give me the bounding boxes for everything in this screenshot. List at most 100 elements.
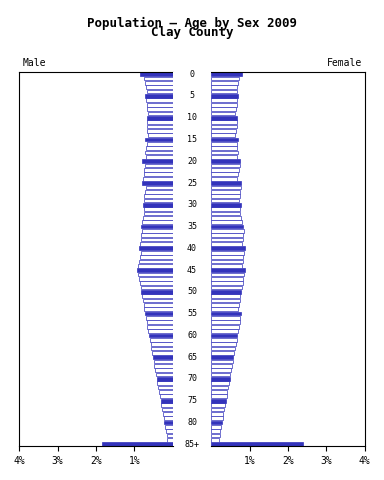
Text: 30: 30 (187, 200, 197, 209)
Bar (154, 360, 173, 363)
Text: Clay County: Clay County (151, 26, 233, 39)
Text: 45: 45 (187, 265, 197, 275)
Bar (141, 238, 173, 241)
Bar (211, 395, 227, 398)
Bar (145, 138, 173, 141)
Bar (145, 190, 173, 193)
Bar (211, 377, 230, 381)
Bar (157, 377, 173, 381)
Bar (143, 203, 173, 206)
Text: 70: 70 (187, 374, 197, 384)
Bar (144, 303, 173, 307)
Bar (140, 281, 173, 285)
Bar (144, 77, 173, 80)
Bar (211, 277, 243, 281)
Bar (146, 316, 173, 320)
Bar (141, 286, 173, 289)
Bar (146, 98, 173, 102)
Bar (151, 342, 173, 346)
Bar (211, 203, 241, 206)
Text: Female: Female (326, 58, 362, 68)
Bar (163, 412, 173, 416)
Bar (211, 438, 219, 442)
Bar (211, 194, 240, 198)
Bar (211, 164, 240, 168)
Bar (149, 334, 173, 337)
Bar (211, 425, 221, 429)
Bar (211, 364, 232, 368)
Bar (211, 246, 245, 250)
Bar (145, 164, 173, 168)
Bar (143, 216, 173, 220)
Bar (211, 412, 223, 416)
Text: 55: 55 (187, 309, 197, 318)
Text: 80: 80 (187, 418, 197, 427)
Bar (211, 85, 237, 89)
Bar (148, 133, 173, 137)
Bar (158, 386, 173, 389)
Bar (211, 264, 242, 267)
Bar (140, 242, 173, 246)
Bar (148, 329, 173, 333)
Bar (211, 251, 244, 254)
Bar (211, 90, 237, 94)
Bar (211, 420, 222, 424)
Bar (167, 438, 173, 442)
Bar (150, 338, 173, 342)
Bar (140, 255, 173, 259)
Bar (140, 72, 173, 76)
Bar (147, 325, 173, 328)
Bar (211, 433, 220, 437)
Bar (146, 155, 173, 159)
Bar (162, 408, 173, 411)
Bar (141, 290, 173, 294)
Bar (211, 334, 237, 337)
Text: 10: 10 (187, 113, 197, 122)
Bar (211, 199, 239, 202)
Bar (211, 181, 241, 185)
Bar (157, 382, 173, 385)
Bar (211, 72, 242, 76)
Bar (211, 290, 241, 294)
Bar (211, 103, 237, 107)
Bar (211, 416, 223, 420)
Text: 0: 0 (189, 70, 195, 79)
Text: 5: 5 (189, 92, 195, 100)
Bar (139, 246, 173, 250)
Bar (147, 107, 173, 111)
Bar (211, 399, 226, 403)
Bar (211, 321, 240, 324)
Bar (147, 129, 173, 132)
Bar (142, 159, 173, 163)
Bar (211, 129, 236, 132)
Bar (138, 273, 173, 276)
Bar (166, 429, 173, 433)
Bar (139, 277, 173, 281)
Bar (153, 355, 173, 359)
Text: 75: 75 (187, 396, 197, 405)
Bar (164, 416, 173, 420)
Bar (211, 98, 237, 102)
Text: 40: 40 (187, 244, 197, 253)
Bar (211, 111, 235, 115)
Bar (165, 425, 173, 429)
Bar (211, 168, 239, 172)
Text: 65: 65 (187, 353, 197, 361)
Bar (146, 185, 173, 189)
Bar (145, 312, 173, 315)
Bar (156, 372, 173, 376)
Bar (211, 329, 238, 333)
Bar (211, 273, 244, 276)
Bar (142, 181, 173, 185)
Bar (144, 194, 173, 198)
Bar (102, 443, 173, 446)
Bar (211, 185, 241, 189)
Bar (211, 177, 237, 180)
Bar (211, 303, 239, 307)
Bar (142, 220, 173, 224)
Bar (145, 94, 173, 98)
Text: Male: Male (22, 58, 46, 68)
Text: Population — Age by Sex 2009: Population — Age by Sex 2009 (87, 17, 297, 30)
Bar (211, 229, 244, 233)
Bar (142, 229, 173, 233)
